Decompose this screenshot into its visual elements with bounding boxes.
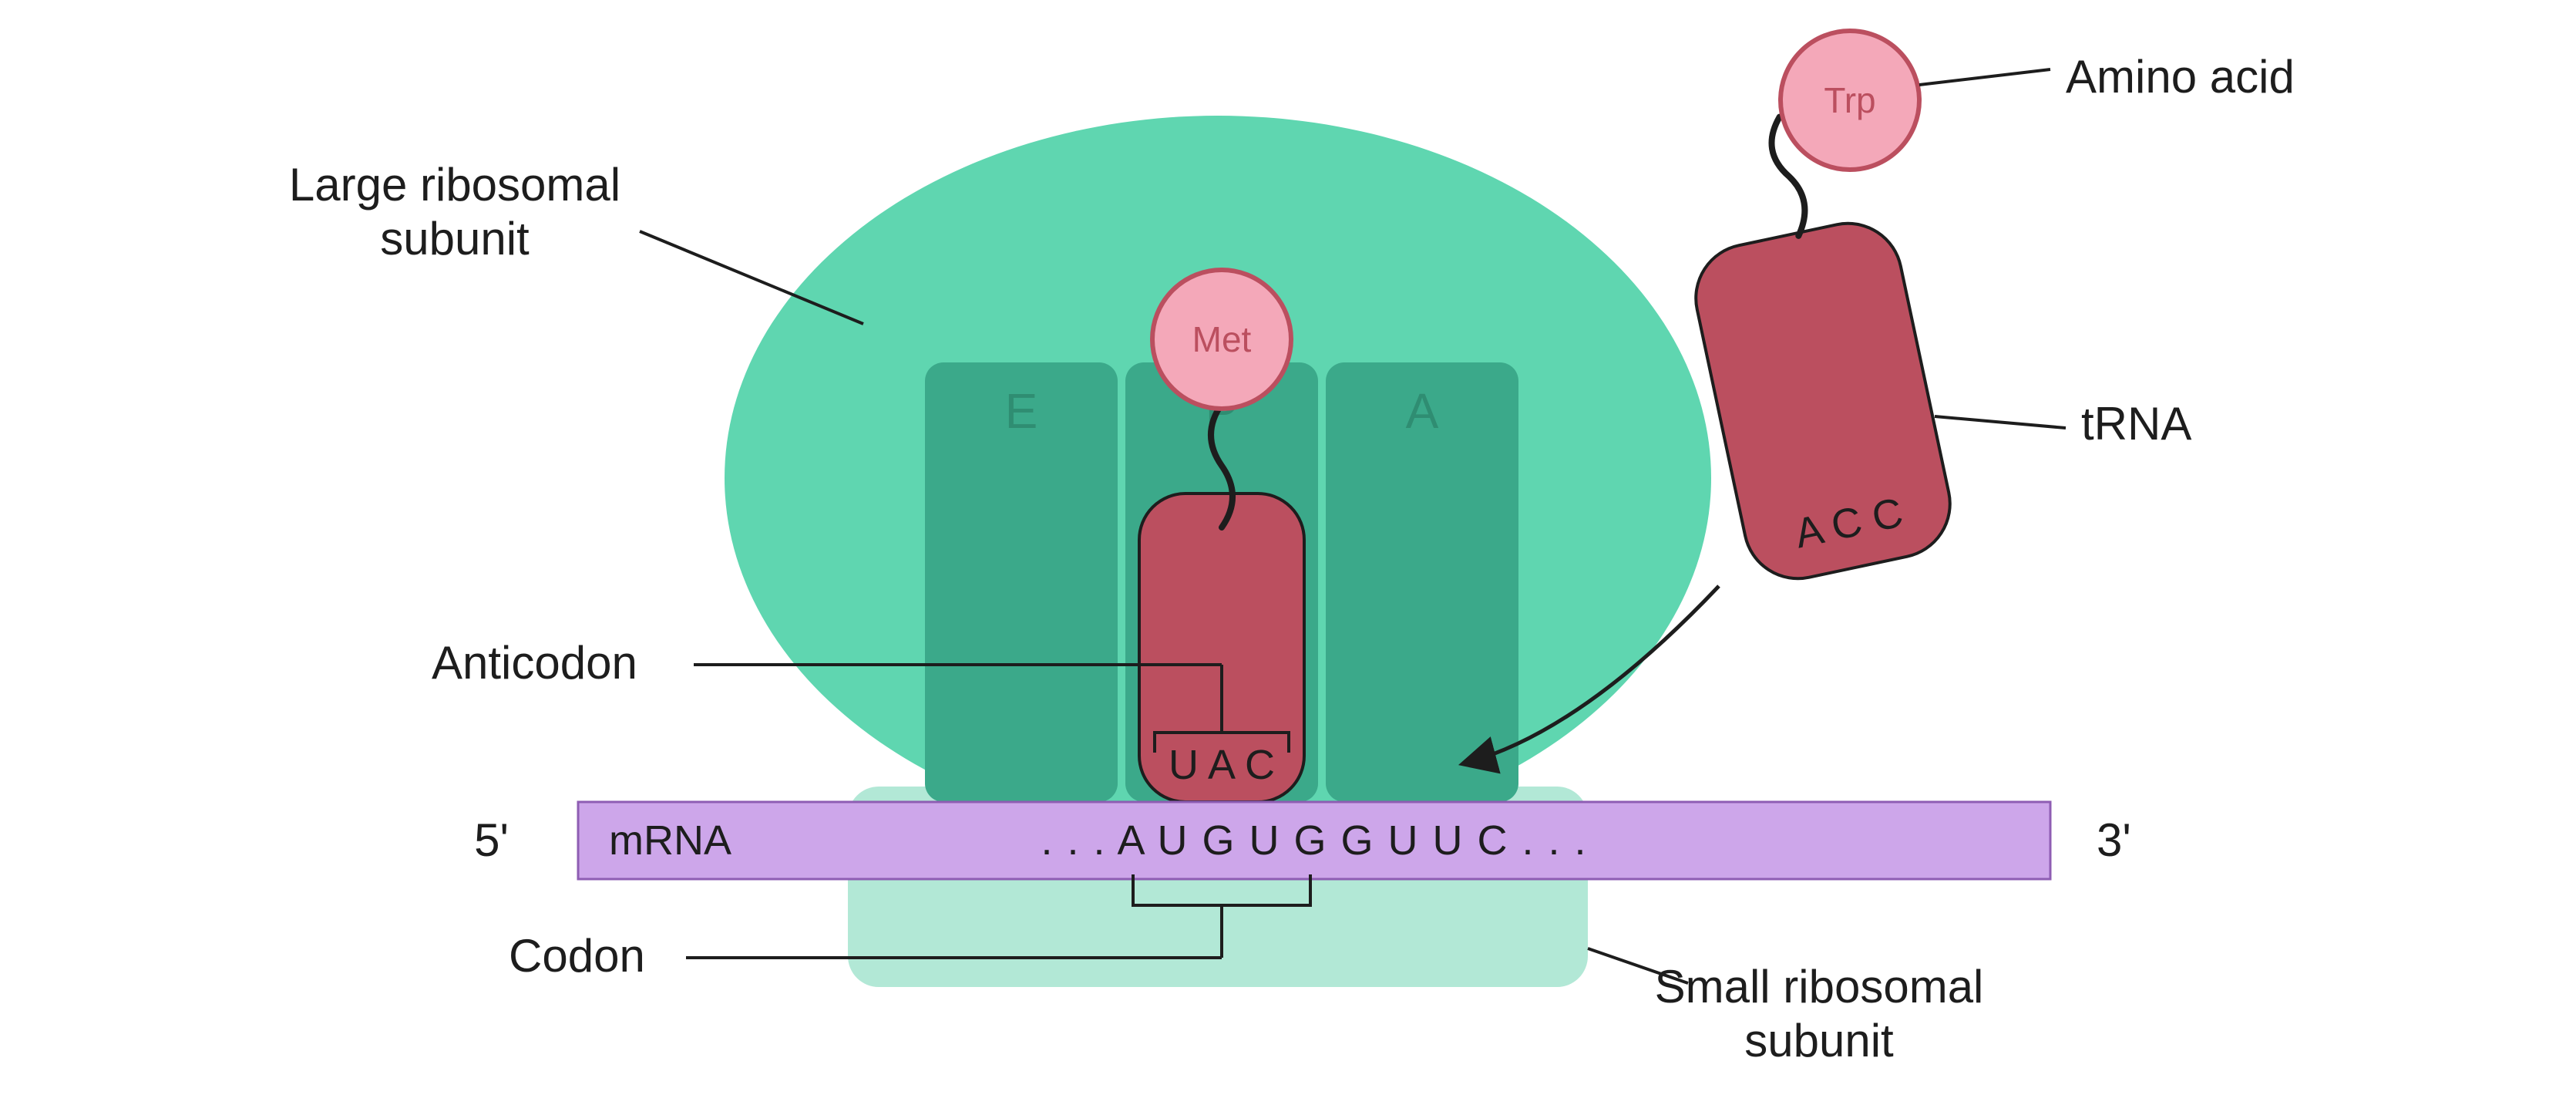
label-small-subunit: subunit [1744,1015,1894,1066]
met-label: Met [1192,319,1252,359]
three-prime: 3' [2097,814,2131,866]
mrna-sequence: . . . A U G U G G U U C . . . [1041,817,1587,864]
pointer-line [1919,69,2050,85]
label-trna: tRNA [2081,398,2191,450]
label-codon: Codon [509,930,645,982]
label-large-subunit: subunit [380,213,530,264]
pointer-line [1935,416,2066,428]
trp-label: Trp [1824,80,1875,120]
five-prime: 5' [474,814,509,866]
label-amino-acid: Amino acid [2066,51,2295,103]
anticodon-p-text: U A C [1169,742,1275,788]
label-small-subunit: Small ribosomal [1655,961,1984,1012]
mrna-tag: mRNA [609,817,731,864]
site-a-label: A [1406,383,1439,439]
label-anticodon: Anticodon [432,637,637,689]
site-e-label: E [1005,383,1038,439]
label-large-subunit: Large ribosomal [289,159,620,211]
